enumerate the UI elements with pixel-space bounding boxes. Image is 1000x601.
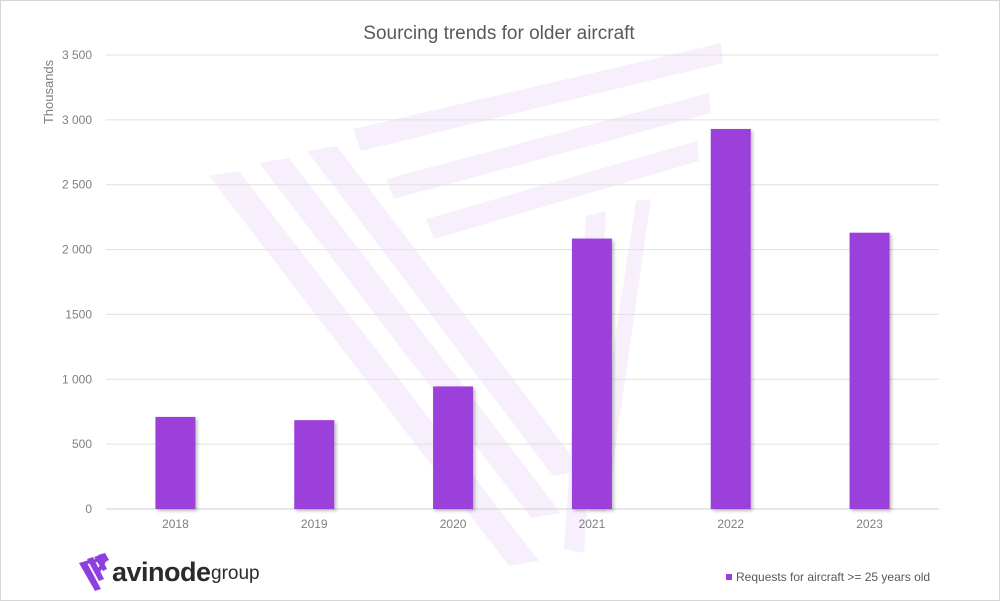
legend: Requests for aircraft >= 25 years old — [726, 570, 930, 584]
y-tick-label: 1500 — [65, 307, 92, 321]
bar-2020 — [433, 386, 474, 509]
y-tick-label: 500 — [72, 437, 92, 451]
bar-2019 — [294, 420, 335, 509]
bar-2022 — [710, 128, 751, 509]
y-tick-label: 0 — [85, 502, 92, 516]
bars — [155, 128, 890, 510]
logo-wordmark: avinode — [112, 557, 211, 587]
x-tick-label: 2018 — [162, 517, 189, 531]
y-tick-label: 2 000 — [62, 243, 92, 257]
x-axis-ticks: 2018 2019 2020 2021 2022 2023 — [162, 517, 883, 531]
legend-label: Requests for aircraft >= 25 years old — [736, 570, 930, 584]
y-tick-label: 2 500 — [62, 178, 92, 192]
legend-swatch — [726, 574, 732, 580]
x-tick-label: 2022 — [717, 517, 744, 531]
x-tick-label: 2023 — [856, 517, 883, 531]
y-tick-label: 3 000 — [62, 113, 92, 127]
avinode-logo-mark — [79, 553, 109, 591]
bar-2023 — [849, 232, 890, 510]
x-tick-label: 2021 — [579, 517, 606, 531]
logo-suffix: group — [211, 563, 260, 584]
y-axis-ticks: 0 500 1 000 1500 2 000 2 500 3 000 3 500 — [62, 48, 92, 516]
y-axis-title: Thousands — [41, 59, 56, 124]
x-tick-label: 2019 — [301, 517, 328, 531]
chart-title: Sourcing trends for older aircraft — [363, 23, 635, 44]
y-tick-label: 3 500 — [62, 48, 92, 62]
bar-2018 — [155, 416, 196, 509]
bar-2021 — [571, 238, 612, 509]
y-tick-label: 1 000 — [62, 372, 92, 386]
gridlines — [106, 54, 939, 510]
x-tick-label: 2020 — [440, 517, 467, 531]
avinode-logo: avinode group — [79, 553, 260, 591]
